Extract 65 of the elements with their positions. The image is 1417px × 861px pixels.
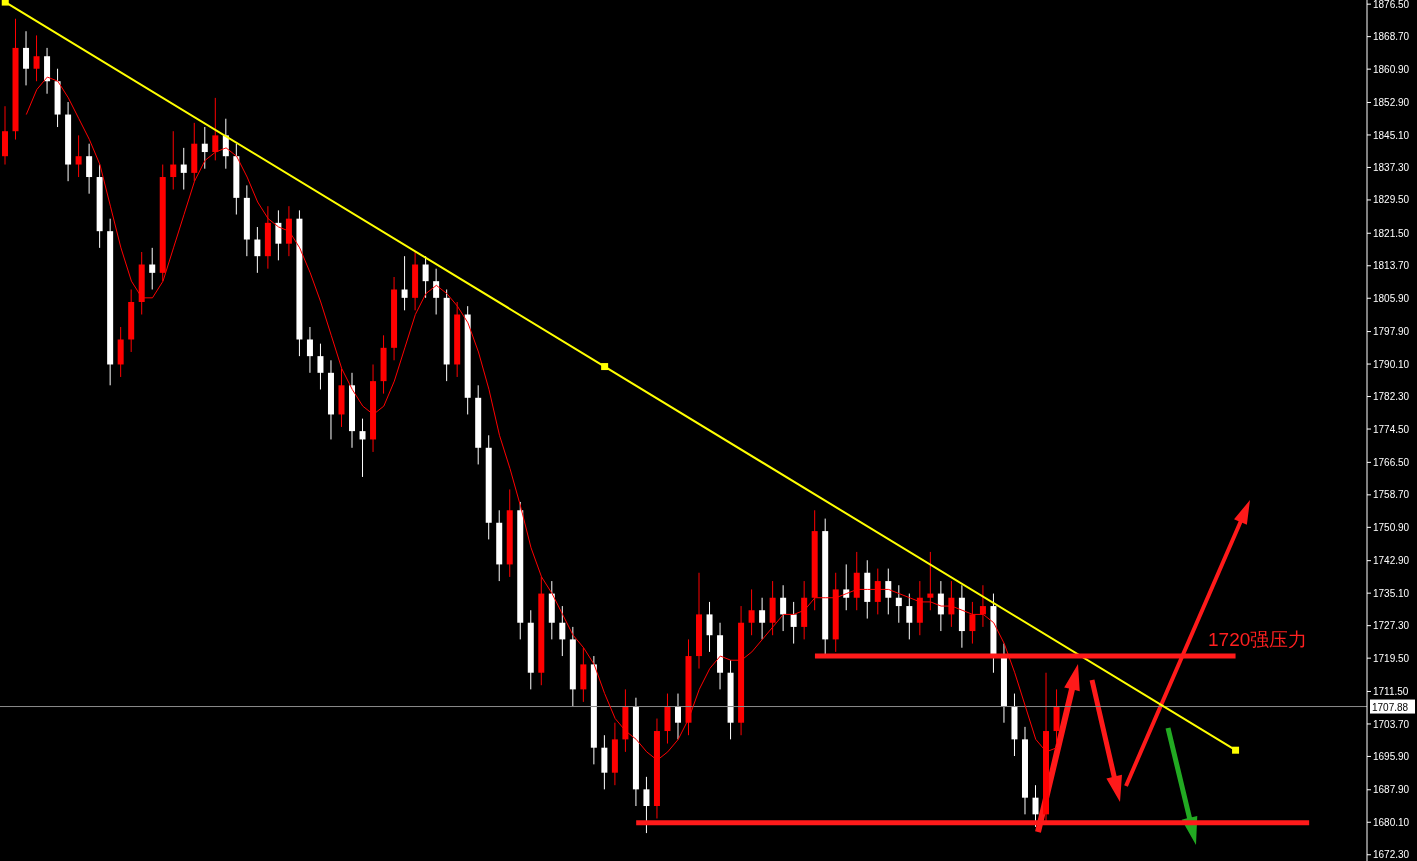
point	[1, 0, 9, 6]
y-tick-label: 1821.50	[1373, 227, 1410, 239]
y-tick-label: 1837.30	[1373, 162, 1410, 173]
y-tick-label: 1695.90	[1373, 751, 1410, 762]
y-tick-label: 1805.90	[1373, 292, 1410, 304]
candlestick	[927, 551, 934, 611]
ref-line-label: 1707.88	[1372, 701, 1409, 713]
y-tick-label: 1719.50	[1373, 652, 1410, 664]
y-tick-label: 1845.10	[1373, 129, 1410, 141]
point	[601, 363, 609, 371]
candlestick	[559, 605, 566, 657]
y-tick-label: 1782.30	[1373, 391, 1410, 403]
y-tick-label: 1727.30	[1373, 620, 1410, 632]
candlestick	[75, 134, 82, 178]
y-tick-label: 1711.50	[1373, 686, 1409, 698]
candlestick	[843, 563, 850, 611]
candlestick	[149, 247, 156, 290]
y-tick-label: 1758.70	[1373, 489, 1410, 501]
annotation: 1720强压力	[1208, 629, 1308, 650]
candlestick	[969, 601, 976, 645]
y-tick-label: 1813.70	[1373, 260, 1410, 272]
y-tick-label: 1774.50	[1373, 423, 1410, 435]
candlestick	[706, 601, 713, 653]
candlestick	[1032, 784, 1039, 828]
candlestick	[906, 593, 913, 640]
candlestick	[170, 130, 177, 191]
candlestick	[759, 597, 766, 640]
candlestick	[275, 209, 282, 261]
candlestick	[317, 343, 324, 390]
y-tick-label: 1829.50	[1373, 194, 1410, 206]
y-tick-label: 1687.90	[1373, 784, 1410, 796]
candlestick	[86, 143, 93, 195]
candlestick	[23, 30, 30, 86]
candlestick	[874, 568, 881, 615]
candlestick	[885, 568, 892, 615]
y-tick-label: 1797.90	[1373, 326, 1410, 338]
candlestick	[895, 584, 902, 624]
candlestick	[979, 584, 986, 628]
candlestick	[643, 776, 650, 834]
candlestick	[433, 268, 440, 315]
y-tick-label: 1876.50	[1373, 0, 1410, 10]
candlestick	[359, 418, 366, 478]
y-tick-label: 1680.10	[1373, 816, 1410, 828]
candlestick	[748, 588, 755, 636]
y-tick-label: 1672.30	[1373, 849, 1410, 861]
candlestick	[790, 601, 797, 645]
y-tick-label: 1766.50	[1373, 456, 1410, 468]
candlestick	[674, 693, 681, 740]
y-tick-label: 1750.90	[1373, 521, 1410, 533]
y-tick-label: 1703.70	[1373, 718, 1410, 730]
y-tick-label: 1790.10	[1373, 358, 1410, 370]
candlestick	[306, 326, 313, 374]
y-tick-label: 1735.10	[1373, 587, 1410, 599]
candlestick	[212, 97, 219, 161]
candlestick	[33, 34, 40, 82]
candlestick	[401, 255, 408, 311]
candlestick	[254, 226, 261, 274]
candlestick	[180, 147, 187, 191]
candlestick	[780, 584, 787, 632]
point	[1232, 746, 1240, 754]
y-tick-label: 1868.70	[1373, 31, 1410, 43]
y-tick-label: 1852.90	[1373, 97, 1410, 109]
candlestick	[201, 126, 208, 170]
y-tick-label: 1742.90	[1373, 555, 1410, 567]
y-tick-label: 1860.90	[1373, 63, 1410, 75]
